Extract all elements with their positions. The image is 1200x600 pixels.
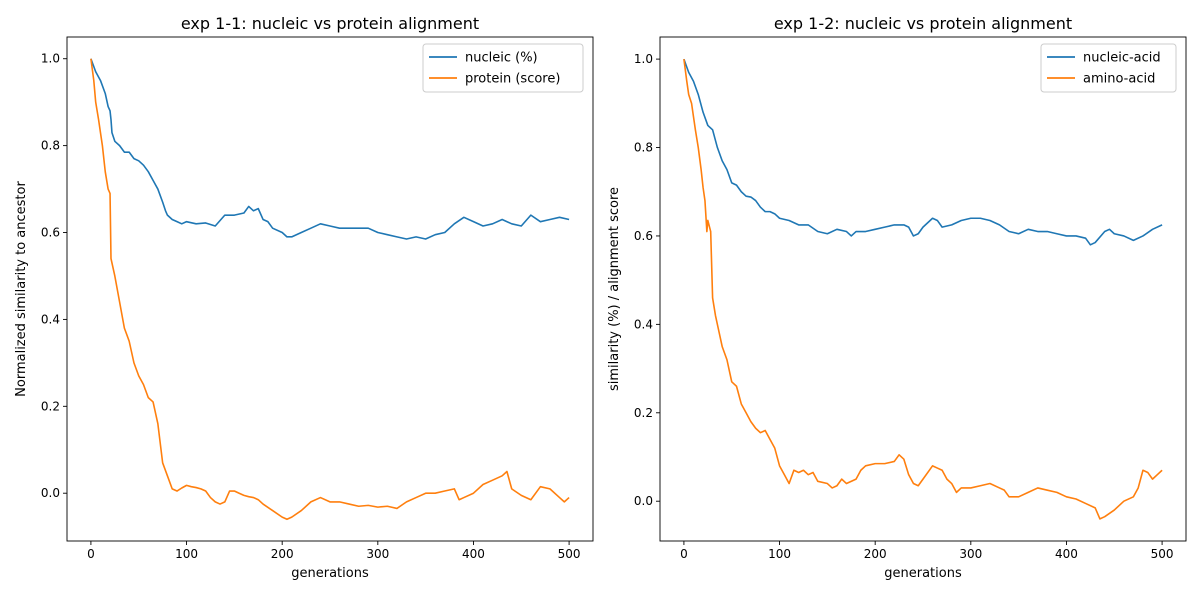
axes-frame (659, 36, 1187, 542)
series-line-2 (90, 58, 570, 521)
series-line-1 (90, 58, 570, 240)
legend: nucleic-acid amino-acid (1040, 43, 1177, 93)
x-tick-label: 100 (768, 547, 791, 561)
x-tick-label: 400 (1055, 547, 1078, 561)
chart-panel-1: 0 100 200 300 400 500 0.0 0.2 0.4 0.6 0.8 1.0 exp 1-… (14, 14, 594, 581)
x-tick-label: 400 (462, 547, 485, 561)
legend-box (1040, 43, 1177, 93)
legend-label-1: nucleic-acid (1083, 51, 1161, 66)
y-tick-label: 0.4 (41, 312, 60, 326)
y-tick-label: 0.6 (41, 226, 60, 240)
legend: nucleic (%) protein (score) (422, 43, 584, 93)
x-tick-label: 500 (1151, 547, 1174, 561)
y-tick-label: 0.2 (41, 399, 60, 413)
y-tick-label: 0.8 (41, 139, 60, 153)
x-axis-label: generations (884, 566, 962, 581)
series-line-2 (683, 59, 1163, 520)
axes-frame (66, 36, 594, 542)
x-tick-label: 500 (558, 547, 581, 561)
x-tick-label: 200 (864, 547, 887, 561)
legend-label-1: nucleic (%) (465, 51, 538, 66)
legend-label-2: amino-acid (1083, 72, 1155, 87)
series-line-1 (683, 58, 1163, 246)
y-axis-label: Normalized similarity to ancestor (14, 181, 29, 397)
y-axis-label: similarity (%) / alignment score (607, 187, 622, 391)
legend-box (422, 43, 584, 93)
chart-panel-2: 0 100 200 300 400 500 0.0 0.2 0.4 0.6 0.8 1.0 exp 1-… (607, 14, 1187, 581)
x-tick-label: 0 (680, 547, 688, 561)
x-tick-label: 300 (366, 547, 389, 561)
y-tick-label: 0.8 (634, 141, 653, 155)
y-tick-label: 0.6 (634, 229, 653, 243)
y-tick-label: 1.0 (41, 52, 60, 66)
x-tick-label: 0 (87, 547, 95, 561)
x-axis-label: generations (291, 566, 369, 581)
y-tick-label: 1.0 (634, 52, 653, 66)
chart-title: exp 1-1: nucleic vs protein alignment (181, 14, 479, 33)
chart-title: exp 1-2: nucleic vs protein alignment (774, 14, 1072, 33)
x-tick-label: 300 (959, 547, 982, 561)
legend-label-2: protein (score) (465, 72, 560, 87)
y-tick-label: 0.2 (634, 406, 653, 420)
x-tick-label: 100 (175, 547, 198, 561)
y-tick-label: 0.0 (634, 494, 653, 508)
y-tick-label: 0.4 (634, 317, 653, 331)
y-tick-label: 0.0 (41, 486, 60, 500)
x-tick-label: 200 (271, 547, 294, 561)
